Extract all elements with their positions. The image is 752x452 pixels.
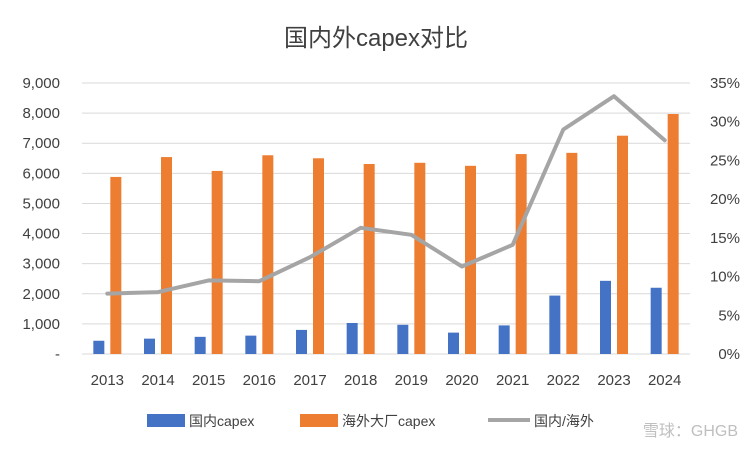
y-left-tick-label: 5,000 xyxy=(22,195,60,212)
y-right-tick-label: 10% xyxy=(710,269,740,286)
x-tick-label: 2016 xyxy=(243,372,276,389)
bar-overseas-capex xyxy=(363,163,375,354)
y-right-tick-label: 25% xyxy=(710,152,740,169)
x-tick-label: 2018 xyxy=(344,372,377,389)
legend: 国内capex 海外大厂capex 国内/海外 xyxy=(147,413,594,429)
x-tick-label: 2021 xyxy=(496,372,529,389)
legend-swatch-overseas xyxy=(300,414,338,427)
x-tick-label: 2020 xyxy=(445,372,478,389)
watermark: 雪球：GHGB xyxy=(643,422,738,440)
bar-domestic-capex xyxy=(650,287,662,354)
y-left-tick-label: 6,000 xyxy=(22,165,60,182)
bar-overseas-capex xyxy=(566,152,578,354)
bar-overseas-capex xyxy=(515,154,527,354)
bar-overseas-capex xyxy=(161,157,172,354)
y-right-tick-label: 5% xyxy=(718,307,740,324)
bar-domestic-capex xyxy=(549,295,561,354)
gridlines xyxy=(82,82,690,355)
y-left-tick-label: 8,000 xyxy=(22,105,60,122)
x-tick-label: 2014 xyxy=(141,372,174,389)
legend-swatch-domestic xyxy=(147,414,185,427)
ratio-line-series xyxy=(105,94,667,296)
x-tick-label: 2022 xyxy=(547,372,580,389)
bar-domestic-capex xyxy=(498,325,510,354)
y-right-tick-label: 20% xyxy=(710,191,740,208)
y-right-tick-label: 35% xyxy=(710,75,740,92)
bar-overseas-capex xyxy=(465,165,476,354)
y-left-tick-label: 4,000 xyxy=(22,226,60,243)
bar-overseas-capex xyxy=(211,170,223,354)
bar-overseas-capex xyxy=(313,158,324,354)
y-left-tick-label: 7,000 xyxy=(22,135,60,152)
legend-label-ratio: 国内/海外 xyxy=(534,413,594,429)
y-left-tick-label: 3,000 xyxy=(22,256,60,273)
y-left-tick-label: 9,000 xyxy=(22,75,60,92)
ratio-line xyxy=(105,94,667,296)
y-axis-left: - 1,000 2,000 3,000 4,000 5,000 6,000 7,000 8,00… xyxy=(22,75,60,363)
x-tick-label: 2024 xyxy=(648,372,681,389)
bar-domestic-capex xyxy=(245,335,257,354)
y-left-tick-label: 1,000 xyxy=(22,316,60,333)
y-right-tick-label: 0% xyxy=(718,346,740,363)
bar-domestic-capex xyxy=(448,332,459,354)
x-tick-label: 2017 xyxy=(293,372,326,389)
bar-overseas-capex xyxy=(110,176,122,354)
bar-overseas-capex xyxy=(667,114,679,355)
x-tick-label: 2013 xyxy=(91,372,124,389)
bar-overseas-capex xyxy=(617,135,628,354)
y-left-tick-label: 2,000 xyxy=(22,286,60,303)
y-left-tick-label: - xyxy=(55,346,60,363)
x-tick-label: 2019 xyxy=(395,372,428,389)
bars xyxy=(93,114,679,355)
legend-label-overseas: 海外大厂capex xyxy=(342,413,435,429)
bar-domestic-capex xyxy=(194,336,206,354)
y-right-tick-label: 15% xyxy=(710,230,740,247)
bar-domestic-capex xyxy=(93,340,105,354)
bar-domestic-capex xyxy=(346,322,358,354)
x-tick-label: 2015 xyxy=(192,372,225,389)
bar-overseas-capex xyxy=(414,162,426,354)
legend-label-domestic: 国内capex xyxy=(189,413,254,429)
chart-title: 国内外capex对比 xyxy=(284,25,468,52)
bar-domestic-capex xyxy=(144,338,155,354)
bar-domestic-capex xyxy=(296,329,307,354)
bar-overseas-capex xyxy=(262,155,274,354)
bar-domestic-capex xyxy=(600,280,611,354)
y-right-tick-label: 30% xyxy=(710,114,740,131)
x-tick-label: 2023 xyxy=(597,372,630,389)
bar-domestic-capex xyxy=(397,324,409,354)
x-axis: 2013 2014 2015 2016 2017 2018 2019 2020 2021 2022… xyxy=(91,372,682,389)
y-axis-right: 0% 5% 10% 15% 20% 25% 30% 35% xyxy=(710,75,740,363)
